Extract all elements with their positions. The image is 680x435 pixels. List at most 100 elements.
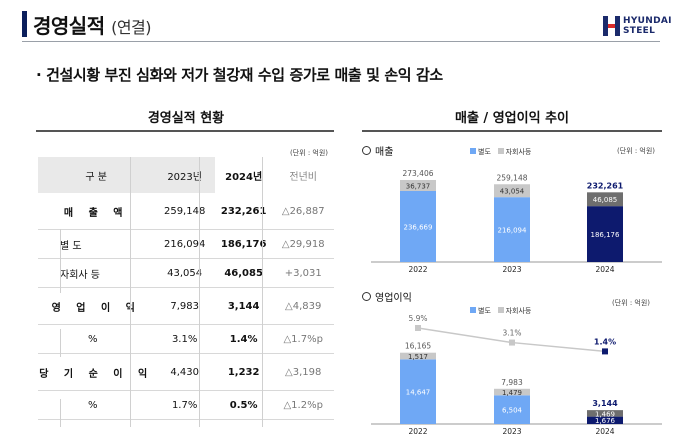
legend-swatch-subsidiary	[497, 148, 504, 154]
value-diff: △3,198	[272, 353, 334, 391]
sales-label-separate: 216,094	[498, 227, 527, 235]
legend-label: 자회사등	[505, 148, 532, 156]
op-income-chart-title: 영업이익	[362, 289, 412, 304]
margin-point	[415, 325, 421, 331]
value-2023: 1.7%	[154, 390, 215, 420]
op-bar-subsidiary	[400, 352, 436, 360]
sales-label-total: 232,261	[587, 181, 624, 190]
legend-label: 자회사등	[505, 307, 532, 315]
margin-label: 1.4%	[594, 337, 616, 346]
sales-label-total: 259,148	[496, 173, 527, 182]
value-2023: 216,094	[154, 229, 215, 259]
table-divider	[60, 229, 61, 293]
table-divider	[262, 157, 263, 427]
row-label: %	[38, 324, 155, 354]
value-diff: +3,031	[272, 258, 334, 288]
value-2023: 259,148	[154, 193, 215, 230]
left-unit-label: (단위 : 억원)	[290, 149, 329, 157]
sales-label-separate: 236,669	[404, 223, 433, 231]
legend-swatch-subsidiary	[497, 307, 504, 313]
op-bar-separate	[494, 395, 530, 424]
sales-label-subsidiary: 46,085	[593, 196, 618, 204]
value-diff: △1.7%p	[272, 324, 334, 354]
sales-label-subsidiary: 36,737	[406, 182, 431, 190]
circle-bullet-icon	[362, 292, 371, 301]
row-label: 자회사 등	[38, 258, 155, 288]
op-label-separate: 14,647	[406, 389, 431, 397]
page-title: 경영실적 (연결)	[33, 14, 152, 38]
margin-point	[602, 348, 608, 355]
headline: · 건설시황 부진 심화와 저가 철강재 수입 증가로 매출 및 손익 감소	[36, 66, 443, 84]
table-row: 영 업 이 익 7,983 3,144 △4,839	[38, 287, 334, 325]
margin-label: 3.1%	[502, 329, 521, 338]
value-2023: 4,430	[154, 353, 215, 391]
table-header-cell: 2023년	[154, 157, 215, 193]
table-divider	[60, 399, 61, 427]
table-divider	[60, 329, 61, 357]
table-row: 당 기 순 이 익 4,430 1,232 △3,198	[38, 353, 334, 391]
op-legend: 별도 자회사등	[470, 306, 531, 316]
right-section-title: 매출 / 영업이익 추이	[454, 111, 569, 126]
op-label-total: 3,144	[592, 399, 618, 408]
op-label-subsidiary: 1,517	[408, 353, 428, 361]
op-label-separate: 1,676	[595, 417, 616, 425]
op-label-subsidiary: 1,469	[595, 410, 615, 418]
sales-bar-subsidiary	[494, 184, 530, 198]
sales-label-total: 273,406	[402, 169, 433, 178]
sales-legend: 별도 자회사등	[470, 147, 531, 157]
margin-point	[509, 339, 515, 346]
legend-swatch-separate	[470, 307, 476, 313]
op-category-label: 2022	[408, 427, 427, 435]
sales-category-label: 2022	[408, 265, 427, 274]
left-section-rule	[36, 130, 334, 132]
table-divider	[199, 157, 200, 427]
value-diff: △26,887	[272, 193, 334, 230]
left-section-title: 경영실적 현황	[147, 111, 225, 126]
row-label: 당 기 순 이 익	[38, 353, 155, 391]
circle-bullet-icon	[362, 146, 371, 155]
margin-label: 5.9%	[408, 314, 427, 323]
sales-category-label: 2024	[595, 265, 614, 274]
sales-bar-separate	[494, 197, 530, 262]
title-divider	[22, 41, 660, 42]
value-diff: △4,839	[272, 287, 334, 325]
row-label: 영 업 이 익	[38, 287, 155, 325]
sales-bar-separate	[400, 190, 436, 262]
op-category-label: 2024	[595, 427, 614, 435]
row-label: %	[38, 390, 155, 420]
op-bar-separate	[587, 416, 623, 424]
hyundai-steel-logo-mark-icon	[603, 16, 620, 36]
sales-category-label: 2023	[502, 265, 521, 274]
op-label-separate: 6,504	[502, 407, 523, 415]
sales-bar-separate	[587, 206, 623, 262]
sales-chart-title: 매출	[362, 143, 393, 158]
sales-label-separate: 186,176	[591, 231, 620, 239]
hyundai-steel-logo: HYUNDAI STEEL	[603, 14, 671, 40]
right-section-rule	[362, 130, 662, 132]
sales-label-subsidiary: 43,054	[500, 188, 525, 196]
row-label: 매 출 액	[38, 193, 155, 230]
legend-swatch-separate	[470, 148, 476, 154]
op-bar-separate	[400, 359, 436, 424]
op-bar-subsidiary	[494, 388, 530, 396]
results-table: 구 분 2023년 2024년 전년비 매 출 액 259,148 232,26…	[38, 157, 334, 420]
title-accent-bar	[22, 11, 27, 37]
value-2023: 7,983	[154, 287, 215, 325]
table-header-cell: 전년비	[272, 157, 334, 193]
op-category-label: 2023	[502, 427, 521, 435]
legend-label: 별도	[478, 307, 491, 315]
table-divider	[130, 157, 131, 427]
page-subtitle: (연결)	[111, 18, 152, 37]
sales-bar-subsidiary	[400, 179, 436, 191]
op-label-total: 7,983	[501, 378, 523, 387]
op-bar-subsidiary	[587, 410, 623, 417]
op-label-total: 16,165	[405, 342, 431, 351]
value-diff: △29,918	[272, 229, 334, 259]
value-2023: 3.1%	[154, 324, 215, 354]
value-2023: 43,054	[154, 258, 215, 288]
table-header-row: 구 분 2023년 2024년 전년비	[38, 157, 334, 193]
row-label: 별 도	[38, 229, 155, 259]
sales-bar-subsidiary	[587, 192, 623, 207]
legend-label: 별도	[478, 148, 491, 156]
